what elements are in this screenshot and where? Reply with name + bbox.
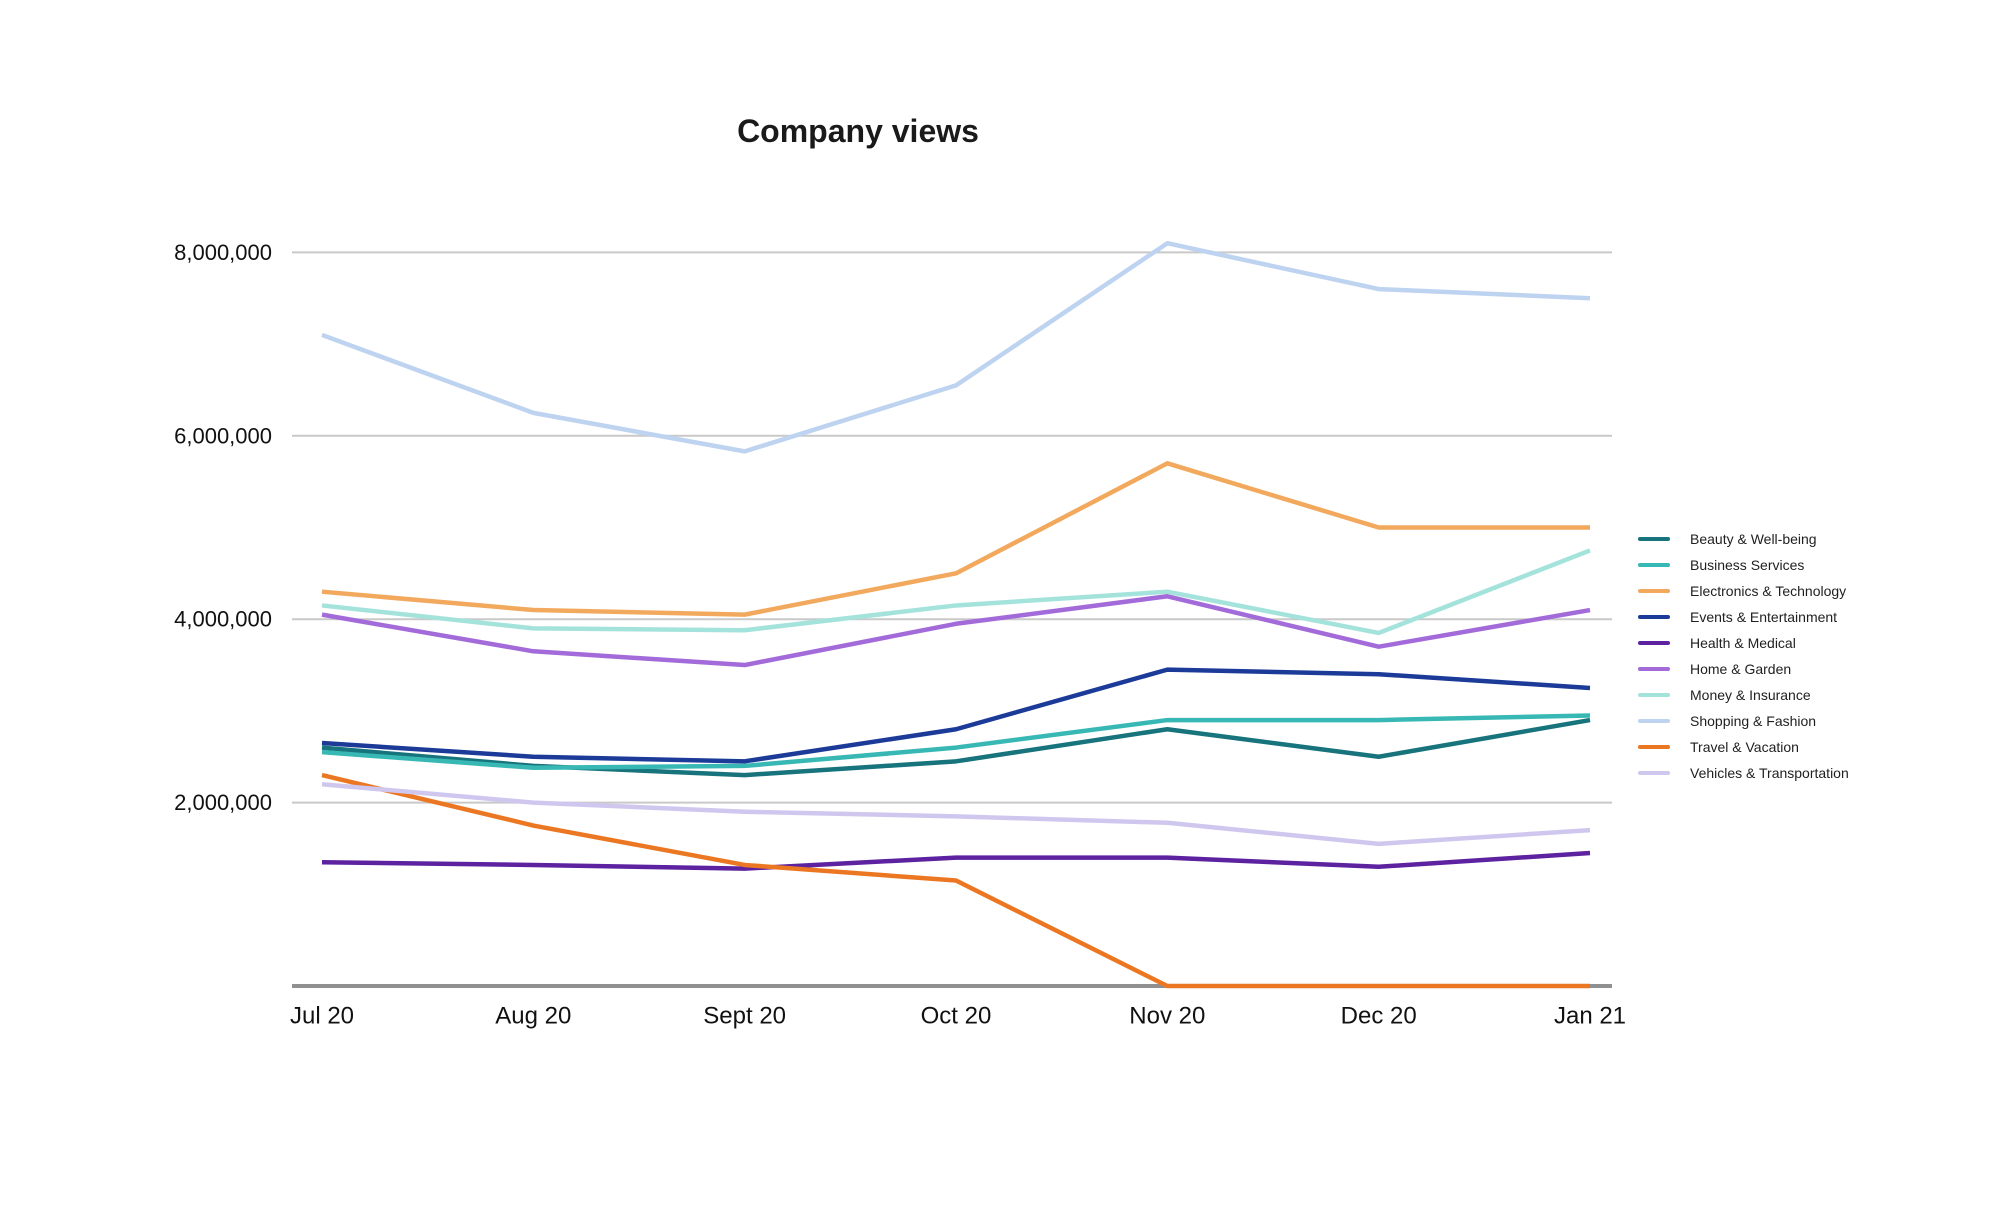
y-axis-label: 2,000,000 (174, 790, 272, 815)
series-line-home-garden (321, 594, 1591, 668)
legend-item-health-medical: Health & Medical (1638, 635, 1796, 651)
y-axis-label: 4,000,000 (174, 607, 272, 632)
series-line-electronics-technology (321, 461, 1590, 617)
legend-label: Electronics & Technology (1690, 583, 1846, 599)
x-axis-label-oct-20: Oct 20 (921, 1003, 992, 1030)
legend-label: Home & Garden (1690, 661, 1791, 677)
y-axis-label: 6,000,000 (174, 423, 272, 448)
chart-title: Company views (737, 113, 979, 149)
series-line-money-insurance (321, 548, 1591, 636)
legend-item-beauty-well-being: Beauty & Well-being (1638, 531, 1817, 547)
series-line-health-medical (321, 850, 1591, 871)
legend-item-electronics-technology: Electronics & Technology (1638, 583, 1846, 599)
legend-label: Vehicles & Transportation (1690, 765, 1849, 781)
x-axis-label-nov-20: Nov 20 (1129, 1003, 1205, 1030)
legend-item-money-insurance: Money & Insurance (1638, 687, 1811, 703)
series-layer (321, 240, 1591, 989)
legend-label: Business Services (1690, 557, 1804, 573)
legend-item-travel-vacation: Travel & Vacation (1638, 739, 1799, 755)
legend-label: Beauty & Well-being (1690, 531, 1817, 547)
legend-item-home-garden: Home & Garden (1638, 661, 1791, 677)
series-line-business-services (321, 713, 1591, 771)
legend-label: Shopping & Fashion (1690, 713, 1816, 729)
x-axis-label-jan-21: Jan 21 (1554, 1003, 1626, 1030)
series-line-shopping-fashion (321, 240, 1591, 454)
y-axis-label: 8,000,000 (174, 240, 272, 265)
axis-labels-layer: 2,000,000 4,000,000 6,000,000 8,000,000 Jul … (174, 240, 1626, 1030)
series-line-travel-vacation (321, 772, 1590, 989)
legend-label: Travel & Vacation (1690, 739, 1799, 755)
x-axis-label-sept-20: Sept 20 (703, 1003, 786, 1030)
legend-item-business-services: Business Services (1638, 557, 1804, 573)
series-line-vehicles-transportation (321, 782, 1591, 847)
legend-label: Money & Insurance (1690, 687, 1811, 703)
grid-layer (292, 251, 1612, 804)
legend-item-events-entertainment: Events & Entertainment (1638, 609, 1837, 625)
legend-label: Health & Medical (1690, 635, 1796, 651)
legend-item-shopping-fashion: Shopping & Fashion (1638, 713, 1816, 729)
legend: Beauty & Well-being Business Services Elec… (1638, 531, 1849, 781)
legend-item-vehicles-transportation: Vehicles & Transportation (1638, 765, 1849, 781)
x-axis-label-aug-20: Aug 20 (495, 1003, 571, 1030)
x-axis-label-dec-20: Dec 20 (1341, 1003, 1417, 1030)
legend-label: Events & Entertainment (1690, 609, 1837, 625)
x-axis-label-jul-20: Jul 20 (290, 1003, 354, 1030)
series-line-events-entertainment (321, 667, 1591, 764)
